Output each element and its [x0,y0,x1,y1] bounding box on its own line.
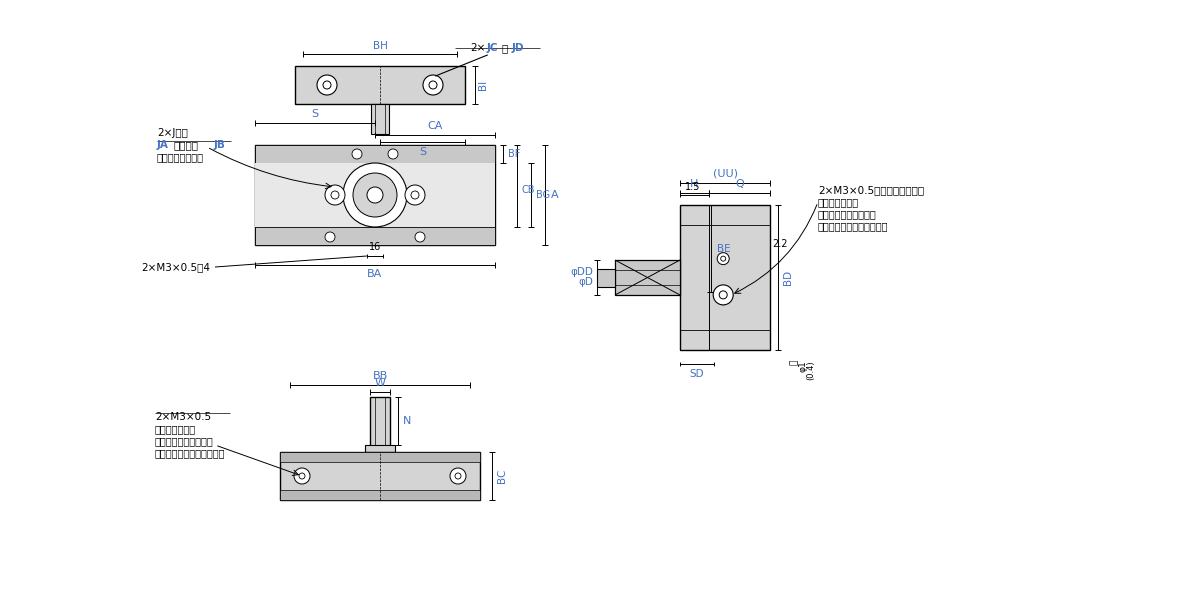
Bar [255,145,495,163]
Text: JB: JB [214,140,226,150]
Bar [255,227,495,245]
Text: JD: JD [512,43,525,53]
Circle shape [721,256,726,261]
Circle shape [455,473,461,479]
Text: 2×M3×0.5深4: 2×M3×0.5深4 [141,262,210,272]
Text: 2×J通し: 2×J通し [157,128,188,138]
Circle shape [405,185,425,205]
Text: 1.5: 1.5 [685,182,701,192]
Text: JC: JC [488,43,498,53]
Text: W: W [375,378,386,388]
Circle shape [317,75,337,95]
Text: N: N [403,416,411,426]
Circle shape [294,468,310,484]
Circle shape [423,75,443,95]
Circle shape [713,285,733,305]
Circle shape [325,232,335,242]
Bar [680,205,709,350]
Text: BI: BI [478,80,488,90]
Text: BB: BB [373,371,388,381]
Text: 栓: 栓 [789,360,799,365]
Text: BA: BA [368,269,382,279]
Bar [365,445,395,452]
Bar [280,490,480,500]
Text: （側面ポート使用時は: （側面ポート使用時は [155,436,213,446]
Bar [280,452,480,462]
Text: （側面ポート）: （側面ポート） [818,197,859,207]
Text: BD: BD [783,270,793,285]
Text: (0.4): (0.4) [806,360,815,380]
Text: φD: φD [579,277,593,287]
Circle shape [323,81,331,89]
Circle shape [353,173,397,217]
Circle shape [411,191,419,199]
Text: （裏面も同位置）: （裏面も同位置） [157,152,204,162]
Text: S: S [419,147,426,157]
Text: Q: Q [736,179,744,189]
Text: 座ぐり深: 座ぐり深 [173,140,198,150]
Circle shape [367,187,383,203]
Text: BC: BC [497,469,507,483]
Bar [295,66,465,104]
Text: 2×: 2× [470,43,485,53]
Bar [280,452,480,500]
Text: CA: CA [428,121,443,131]
Bar [371,104,389,134]
Text: (UU): (UU) [713,169,738,179]
Text: （正面ポート）: （正面ポート） [155,424,196,434]
Text: S: S [311,109,319,119]
Text: 16: 16 [369,242,381,252]
Text: 2.2: 2.2 [772,239,787,249]
Text: 2×M3×0.5（反対面も同一）: 2×M3×0.5（反対面も同一） [818,185,924,195]
Text: φ1: φ1 [798,360,807,372]
Circle shape [352,149,362,159]
Text: 六角穴付止ねじにて栓）: 六角穴付止ねじにて栓） [155,448,225,458]
Bar [255,145,495,245]
Text: CB: CB [522,185,536,195]
Bar [597,269,615,286]
Circle shape [718,253,730,265]
Circle shape [388,149,398,159]
Text: BH: BH [373,41,387,51]
Circle shape [450,468,466,484]
Text: φDD: φDD [570,267,593,277]
Text: （正面ポート使用時は: （正面ポート使用時は [818,209,877,219]
Bar [255,163,495,227]
Circle shape [343,163,407,227]
Text: BE: BE [716,244,731,253]
Bar [615,260,680,295]
Circle shape [300,473,305,479]
Text: 六角穴付止ねじにて栓）: 六角穴付止ねじにて栓） [818,221,889,231]
Bar [370,397,391,452]
Circle shape [415,232,425,242]
Text: A: A [551,190,558,200]
Text: 2×M3×0.5: 2×M3×0.5 [155,412,211,422]
Circle shape [331,191,339,199]
Circle shape [429,81,437,89]
Text: BF: BF [508,149,520,159]
Text: SD: SD [690,369,704,379]
Circle shape [325,185,345,205]
Text: JA: JA [157,140,169,150]
Circle shape [719,291,727,299]
Text: BG: BG [536,190,550,200]
Text: 深: 深 [502,43,508,53]
Text: H: H [690,179,698,189]
Bar [680,205,770,350]
